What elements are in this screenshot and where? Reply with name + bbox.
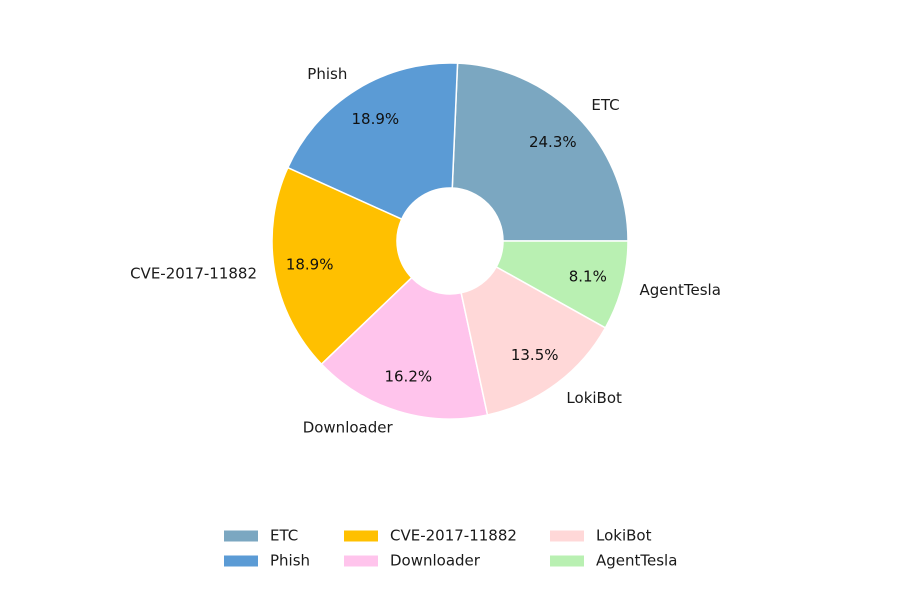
slice-percent-etc: 24.3% <box>529 133 577 151</box>
legend-swatch-agenttesla <box>550 555 584 567</box>
legend-swatch-phish <box>224 555 258 567</box>
legend-swatch-cve-2017-11882 <box>344 530 378 542</box>
slice-label-phish: Phish <box>307 65 347 83</box>
slice-downloader <box>320 276 489 420</box>
chart-slices <box>271 62 629 420</box>
legend-swatch-etc <box>224 530 258 542</box>
legend-item-cve-2017-11882: CVE-2017-11882 <box>344 527 517 545</box>
slice-percent-downloader: 16.2% <box>384 368 432 386</box>
slice-label-downloader: Downloader <box>303 419 394 437</box>
legend-swatch-lokibot <box>550 530 584 542</box>
legend-label-etc: ETC <box>270 527 298 545</box>
legend-item-phish: Phish <box>224 552 310 570</box>
slice-label-agenttesla: AgentTesla <box>639 281 720 299</box>
legend-item-lokibot: LokiBot <box>550 527 652 545</box>
chart-outer-labels: ETC Phish CVE-2017-11882 Downloader LokiBot A… <box>130 65 721 437</box>
chart-percent-labels: 24.3% 18.9% 18.9% 16.2% 13.5% 8.1% <box>286 110 607 385</box>
slice-lokibot <box>460 265 607 416</box>
legend-label-downloader: Downloader <box>390 552 481 570</box>
legend-label-cve-2017-11882: CVE-2017-11882 <box>390 527 517 545</box>
slice-etc <box>451 62 629 242</box>
slice-label-cve-2017-11882: CVE-2017-11882 <box>130 265 257 283</box>
legend-item-downloader: Downloader <box>344 552 481 570</box>
chart-legend: ETC Phish CVE-2017-11882 Downloader LokiBot A… <box>224 527 677 570</box>
slice-percent-agenttesla: 8.1% <box>569 267 607 285</box>
legend-label-phish: Phish <box>270 552 310 570</box>
slice-percent-lokibot: 13.5% <box>511 346 559 364</box>
slice-label-etc: ETC <box>591 96 619 114</box>
slice-percent-phish: 18.9% <box>352 110 400 128</box>
legend-item-agenttesla: AgentTesla <box>550 552 677 570</box>
slice-agenttesla <box>495 240 629 329</box>
legend-item-etc: ETC <box>224 527 298 545</box>
slice-phish <box>286 62 459 221</box>
slice-label-lokibot: LokiBot <box>566 389 622 407</box>
legend-label-lokibot: LokiBot <box>596 527 652 545</box>
slice-cve-2017-11882 <box>271 166 413 366</box>
legend-label-agenttesla: AgentTesla <box>596 552 677 570</box>
legend-swatch-downloader <box>344 555 378 567</box>
slice-percent-cve-2017-11882: 18.9% <box>286 256 334 274</box>
